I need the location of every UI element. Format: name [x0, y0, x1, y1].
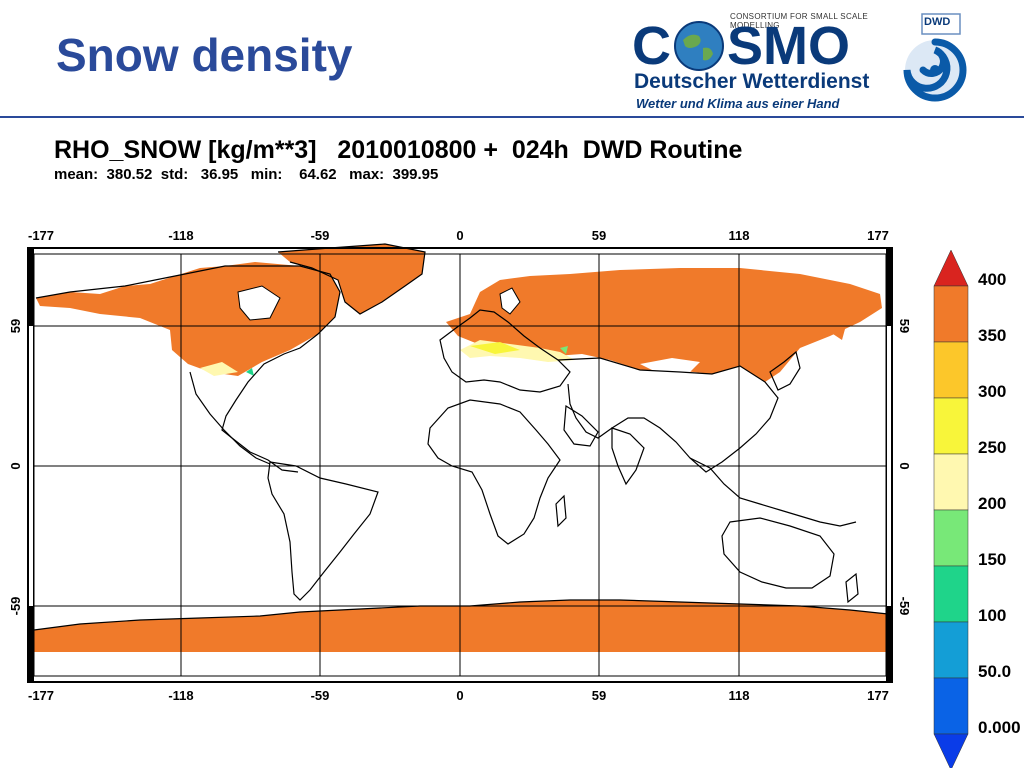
hudson-bay	[237, 285, 281, 321]
lat-tick-label: 0	[897, 462, 912, 469]
coast-europe	[439, 309, 571, 393]
colorbar-label: 100	[978, 606, 1007, 625]
lon-tick-labels-bottom: -177 -118 -59 0 59 118 177	[28, 688, 889, 703]
lon-tick-label: -118	[168, 228, 193, 243]
colorbar	[933, 249, 969, 768]
coast-australia	[721, 517, 835, 589]
lon-tick-label: 59	[592, 228, 606, 243]
dwd-emblem-label: DWD	[924, 16, 951, 28]
colorbar-label: 0.000	[978, 718, 1021, 737]
colorbar-segment	[933, 565, 969, 623]
colorbar-label: 400	[978, 270, 1007, 289]
lon-tick-label: 0	[456, 228, 463, 243]
snow-greenland	[278, 244, 425, 314]
snow-antarctica	[34, 600, 888, 652]
coast-north-america	[35, 265, 341, 473]
lat-tick-label: 59	[8, 319, 23, 333]
coast-japan	[769, 350, 801, 391]
colorbar-label: 150	[978, 550, 1007, 569]
low-density-patches	[200, 340, 700, 376]
field-statistics: mean: 380.52 std: 36.95 min: 64.62 max: …	[54, 166, 439, 183]
lon-tick-label: -177	[28, 228, 54, 243]
coast-asia	[557, 357, 779, 473]
agency-name: Deutscher Wetterdienst	[634, 70, 870, 93]
colorbar-label: 350	[978, 326, 1007, 345]
colorbar-segment	[933, 453, 969, 511]
coast-new-zealand	[845, 572, 859, 604]
colorbar-segment	[933, 621, 969, 679]
lon-tick-label: -118	[168, 688, 193, 703]
coast-africa	[427, 399, 561, 545]
snow-north-america	[36, 262, 340, 376]
colorbar-top-triangle	[933, 249, 969, 287]
lon-tick-label: -59	[311, 688, 330, 703]
colorbar-segments	[933, 249, 969, 768]
coast-greenland	[277, 243, 426, 315]
colorbar-segment	[933, 285, 969, 343]
lon-tick-label: -59	[311, 228, 330, 243]
lon-tick-label: 177	[867, 228, 889, 243]
lon-tick-labels-top: -177 -118 -59 0 59 118 177	[28, 228, 889, 243]
coast-southeast-asia	[689, 457, 857, 527]
baltic-sea	[499, 287, 521, 315]
coast-india	[611, 427, 645, 486]
title-rule	[0, 116, 1024, 118]
colorbar-segment	[933, 677, 969, 735]
frame-bar-right-gap	[887, 326, 891, 606]
lon-tick-label: 177	[867, 688, 889, 703]
colorbar-segment	[933, 509, 969, 567]
coast-south-america	[267, 461, 379, 601]
coast-madagascar	[555, 494, 567, 528]
lat-tick-label: 59	[897, 319, 912, 333]
colorbar-label: 200	[978, 494, 1007, 513]
cosmo-wordmark: C SMO	[632, 16, 864, 76]
cosmo-dwd-logo: CONSORTIUM FOR SMALL SCALE MODELLING C S…	[632, 8, 894, 111]
colorbar-bottom-triangle	[933, 733, 969, 768]
consortium-caption: CONSORTIUM FOR SMALL SCALE MODELLING	[730, 12, 869, 30]
colorbar-label: 250	[978, 438, 1007, 457]
snow-density-map: -177 -118 -59 0 59 118 177 -177 -118 -59…	[8, 228, 912, 703]
slide-title: Snow density	[56, 29, 353, 81]
snow-fields	[34, 244, 888, 652]
lon-tick-label: 0	[456, 688, 463, 703]
agency-slogan: Wetter und Klima aus einer Hand	[636, 96, 840, 111]
cosmo-letters-smo: SMO	[727, 16, 851, 76]
coast-arabia	[563, 404, 599, 447]
colorbar-segment	[933, 341, 969, 399]
patch-yellow	[470, 342, 520, 354]
patch-green	[246, 368, 254, 376]
patch-green	[560, 346, 568, 354]
lon-tick-label: 59	[592, 688, 606, 703]
globe-icon	[674, 21, 724, 71]
frame-bar-left-gap	[29, 326, 33, 606]
field-header: RHO_SNOW [kg/m**3] 2010010800 + 024h DWD…	[54, 136, 743, 164]
lat-tick-label: -59	[897, 597, 912, 616]
water-bodies	[237, 285, 521, 321]
lat-tick-label: -59	[8, 597, 23, 616]
cosmo-letter-c: C	[632, 16, 671, 76]
coast-mexico	[189, 371, 271, 465]
lon-tick-label: 118	[729, 688, 750, 703]
colorbar-segment	[933, 397, 969, 455]
colorbar-label: 50.0	[978, 662, 1012, 681]
lat-tick-labels-right: 59 0 -59	[897, 319, 912, 616]
colorbar-label: 300	[978, 382, 1007, 401]
graticule	[28, 254, 892, 676]
dwd-emblem-icon	[903, 13, 967, 102]
lat-tick-labels-left: 59 0 -59	[8, 319, 23, 616]
patch-white	[640, 358, 700, 374]
lon-tick-label: 118	[729, 228, 750, 243]
patch-white	[200, 362, 238, 376]
lon-tick-label: -177	[28, 688, 54, 703]
lat-tick-label: 0	[8, 462, 23, 469]
